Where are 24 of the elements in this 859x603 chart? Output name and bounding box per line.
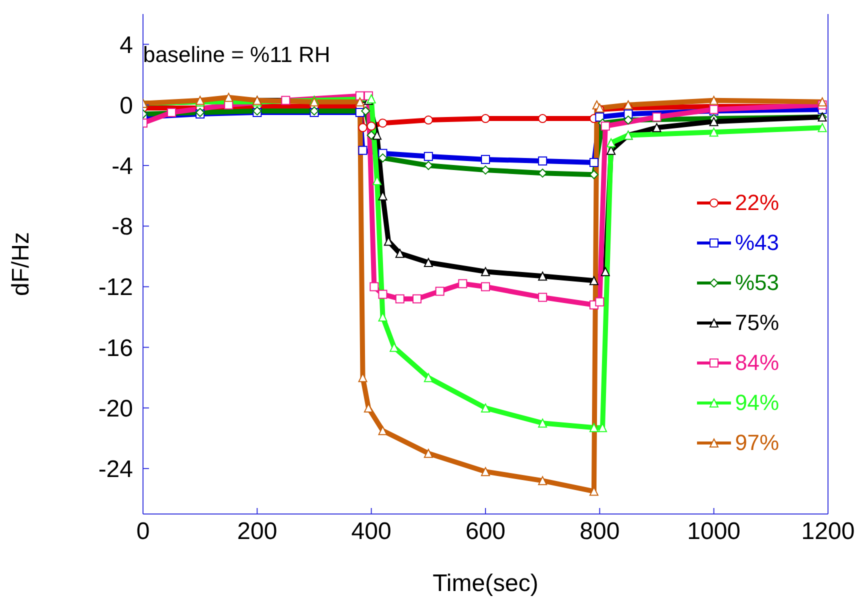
y-tick-label: -12	[98, 274, 133, 302]
legend-label: 97%	[735, 430, 780, 456]
y-axis-title: dF/Hz	[8, 232, 35, 296]
x-tick-label: 400	[351, 518, 392, 546]
y-tick-label: 0	[120, 92, 133, 120]
legend-label: 94%	[735, 390, 780, 416]
y-tick-label: -20	[98, 395, 133, 422]
legend-label: %43	[735, 230, 780, 256]
y-tick-label: -4	[112, 153, 133, 180]
y-tick-label: 4	[120, 32, 133, 59]
y-tick-label: -8	[112, 214, 133, 241]
x-tick-label: 1000	[687, 518, 741, 546]
y-tick-label: -24	[98, 456, 133, 484]
x-tick-label: 1200	[801, 518, 855, 546]
annotation: baseline = %11 RH	[143, 42, 330, 68]
legend-label: 84%	[735, 350, 780, 376]
x-tick-label: 200	[237, 518, 278, 546]
x-axis-title: Time(sec)	[432, 570, 538, 597]
y-tick-label: -16	[98, 334, 133, 362]
x-tick-label: 800	[580, 518, 620, 546]
legend-label: 75%	[735, 310, 780, 336]
legend-label: 22%	[735, 190, 780, 216]
legend-label: %53	[735, 270, 780, 296]
x-tick-label: 600	[465, 518, 506, 546]
